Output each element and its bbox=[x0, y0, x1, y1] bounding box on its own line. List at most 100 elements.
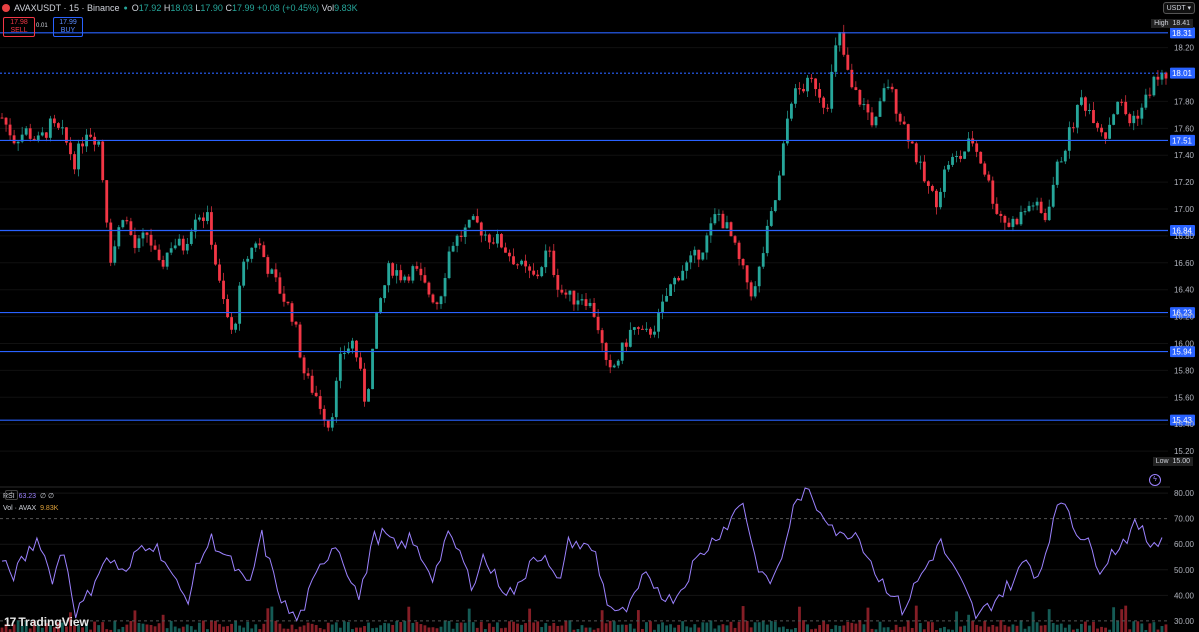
volume-bar bbox=[242, 627, 246, 632]
volume-bar bbox=[1148, 623, 1152, 632]
candle-body bbox=[318, 396, 322, 409]
candle-body bbox=[379, 298, 383, 312]
volume-bar bbox=[769, 621, 773, 632]
volume-bar bbox=[455, 622, 459, 632]
candle-body bbox=[407, 276, 411, 281]
volume-bar bbox=[854, 623, 858, 632]
volume-bar bbox=[1035, 622, 1039, 632]
volume-bar bbox=[500, 628, 503, 632]
candle-body bbox=[717, 213, 721, 215]
candle-body bbox=[1075, 104, 1079, 128]
candle-body bbox=[391, 263, 395, 276]
symbol-title[interactable]: AVAXUSDT · 15 · Binance bbox=[14, 3, 120, 13]
candle-body bbox=[1043, 212, 1047, 221]
volume-bar bbox=[451, 628, 455, 632]
volume-bar bbox=[914, 605, 918, 632]
candle-body bbox=[850, 69, 854, 88]
candle-body bbox=[1128, 114, 1132, 124]
candle-body bbox=[1156, 76, 1160, 80]
candle-body bbox=[1071, 127, 1075, 129]
volume-bar bbox=[48, 625, 52, 632]
volume-bar bbox=[995, 626, 999, 632]
volume-bar bbox=[975, 624, 979, 632]
candle-body bbox=[65, 127, 68, 143]
candle-body bbox=[898, 113, 902, 122]
volume-bar bbox=[443, 620, 447, 632]
volume-bar bbox=[951, 629, 954, 632]
candle-body bbox=[991, 180, 995, 204]
candle-body bbox=[926, 181, 930, 186]
candle-body bbox=[254, 243, 258, 248]
candle-body bbox=[508, 252, 511, 257]
volume-bar bbox=[520, 624, 523, 632]
volume-bar bbox=[669, 624, 673, 632]
candle-body bbox=[842, 32, 846, 55]
volume-bar bbox=[560, 625, 564, 632]
candle-body bbox=[834, 45, 838, 72]
candle-body bbox=[495, 234, 499, 244]
volume-bar bbox=[826, 624, 830, 632]
candle-body bbox=[258, 243, 262, 246]
volume-bar bbox=[1116, 620, 1120, 632]
candle-body bbox=[862, 104, 866, 106]
candle-body bbox=[113, 246, 117, 263]
tradingview-logo[interactable]: 17 TradingView bbox=[4, 615, 89, 629]
candle-body bbox=[846, 54, 850, 70]
volume-bar bbox=[173, 626, 177, 632]
candle-body bbox=[777, 175, 781, 201]
volume-bar bbox=[226, 626, 229, 632]
volume-bar bbox=[757, 622, 761, 632]
price-label-bg bbox=[1170, 346, 1195, 358]
candle-body bbox=[238, 285, 242, 324]
price-tick-label: 18.20 bbox=[1174, 44, 1195, 53]
buy-button[interactable]: 17.99 BUY bbox=[53, 17, 83, 37]
candle-body bbox=[471, 216, 475, 220]
chevron-up-icon[interactable]: ^ bbox=[5, 490, 18, 500]
sell-button[interactable]: 17.98 SELL bbox=[3, 17, 35, 37]
volume-bar bbox=[588, 627, 592, 632]
candle-body bbox=[206, 212, 209, 221]
volume-bar bbox=[314, 625, 318, 632]
volume-bar bbox=[1011, 624, 1015, 632]
currency-dropdown[interactable]: USDT ▾ bbox=[1162, 2, 1195, 14]
candle-body bbox=[818, 89, 822, 98]
volume-bars bbox=[0, 605, 1168, 632]
volume-bar bbox=[612, 621, 616, 632]
candle-body bbox=[246, 258, 250, 262]
horizontal-levels[interactable] bbox=[0, 32, 1168, 421]
volume-bar bbox=[137, 622, 141, 632]
candle-body bbox=[592, 302, 596, 317]
candle-body bbox=[222, 280, 225, 300]
volume-bar bbox=[1108, 629, 1112, 632]
candle-body bbox=[540, 267, 544, 277]
tradingview-mark-icon: 17 bbox=[4, 615, 16, 629]
volume-bar bbox=[1156, 629, 1160, 632]
candle-body bbox=[693, 249, 697, 256]
candle-body bbox=[564, 292, 568, 295]
candle-body bbox=[661, 301, 664, 313]
rsi-axis[interactable]: 80.00 70.00 60.00 50.00 40.00 30.00 bbox=[1174, 489, 1195, 626]
volume-bar bbox=[955, 611, 958, 632]
price-axis[interactable]: 18.31 18.01 17.51 16.84 16.23 15.94 15.43 18.20… bbox=[1170, 27, 1195, 456]
candle-body bbox=[351, 340, 354, 349]
volume-bar bbox=[125, 624, 129, 632]
rsi-legend[interactable]: RSI 63.23 ∅ ∅ bbox=[3, 493, 55, 500]
candle-body bbox=[705, 235, 709, 253]
candle-body bbox=[1100, 127, 1103, 133]
candle-body bbox=[745, 265, 749, 283]
candle-body bbox=[479, 222, 483, 236]
volume-legend[interactable]: Vol · AVAX 9.83K bbox=[3, 505, 59, 512]
candle-body bbox=[713, 214, 717, 224]
candle-body bbox=[161, 259, 165, 267]
lightning-icon[interactable]: ϟ bbox=[1149, 474, 1161, 486]
candle-body bbox=[612, 365, 616, 368]
sell-price: 17.98 bbox=[10, 19, 28, 26]
candle-body bbox=[810, 77, 813, 79]
candle-body bbox=[1120, 101, 1124, 103]
candle-body bbox=[1096, 123, 1099, 128]
price-label-bg bbox=[1170, 134, 1195, 146]
candle-body bbox=[608, 359, 612, 368]
volume-bar bbox=[886, 627, 890, 632]
symbol-legend[interactable]: AVAXUSDT · 15 · Binance ● O17.92 H18.03 … bbox=[2, 3, 358, 13]
